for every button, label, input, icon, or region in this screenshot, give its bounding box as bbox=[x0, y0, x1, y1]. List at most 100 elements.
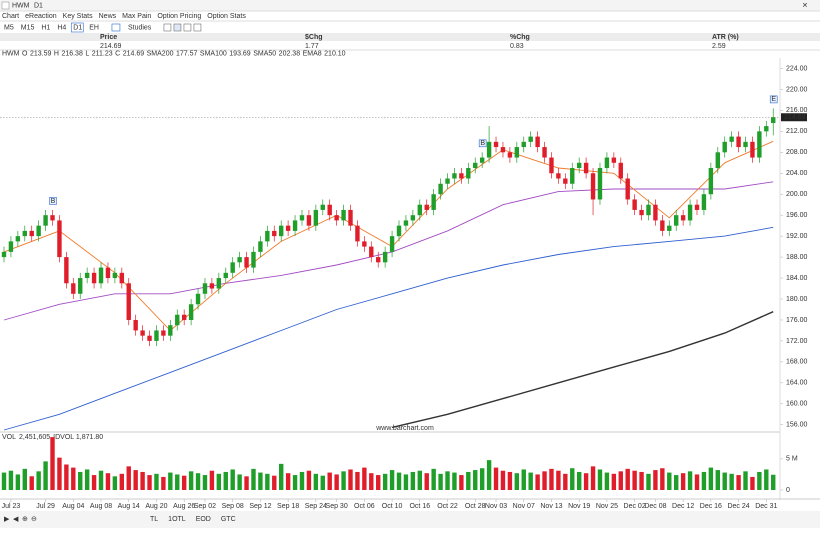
candle-body bbox=[341, 209, 346, 221]
volume-bar bbox=[639, 471, 644, 490]
title-bar bbox=[0, 0, 820, 11]
tool-icon[interactable] bbox=[193, 23, 202, 32]
volume-bar bbox=[493, 467, 499, 490]
tab[interactable]: Chart bbox=[2, 13, 19, 20]
x-tick-label: Dec 31 bbox=[755, 503, 777, 510]
tool-icon[interactable] bbox=[183, 23, 192, 32]
x-tick-label: Dec 24 bbox=[727, 503, 749, 510]
tab[interactable]: News bbox=[99, 13, 117, 20]
close-button[interactable]: ✕ bbox=[802, 2, 808, 9]
volume-bar bbox=[320, 475, 325, 490]
nav-icon[interactable]: ⊕ bbox=[22, 516, 28, 523]
y-tick-label: 164.00 bbox=[786, 380, 808, 387]
tool-icon[interactable] bbox=[111, 23, 121, 32]
volume-bar bbox=[590, 466, 596, 490]
volume-bar bbox=[715, 470, 720, 490]
signal-marker[interactable] bbox=[478, 139, 487, 148]
tab[interactable]: Key Stats bbox=[63, 13, 93, 20]
signal-marker[interactable] bbox=[769, 95, 778, 104]
x-tick-label: Dec 08 bbox=[644, 503, 666, 510]
candle-body bbox=[244, 257, 249, 268]
volume-bar bbox=[431, 468, 436, 490]
tab[interactable]: Option Stats bbox=[207, 13, 246, 20]
nav-icon[interactable]: ▶ bbox=[4, 516, 10, 523]
x-tick-label: Oct 16 bbox=[409, 503, 430, 510]
candle-body bbox=[660, 220, 665, 231]
candle-body bbox=[452, 173, 457, 179]
candle-body bbox=[376, 257, 381, 263]
tool-icon[interactable] bbox=[173, 23, 182, 32]
volume-legend: 2,451,605 bbox=[19, 434, 50, 441]
volume-bar bbox=[438, 473, 443, 490]
nav-icon[interactable]: ⊖ bbox=[31, 516, 37, 523]
candle-body bbox=[576, 162, 582, 169]
candle-body bbox=[22, 230, 27, 237]
interval-button[interactable]: EH bbox=[89, 24, 99, 31]
volume-bar bbox=[175, 474, 180, 490]
volume-bar bbox=[15, 474, 21, 490]
volume-bar bbox=[22, 468, 27, 490]
candle-body bbox=[590, 173, 596, 200]
x-tick-label: Aug 04 bbox=[62, 503, 84, 510]
volume-bar bbox=[126, 466, 131, 490]
candle-body bbox=[667, 225, 672, 231]
candle-body bbox=[410, 215, 416, 221]
candle-body bbox=[403, 220, 409, 226]
symbol-tab[interactable]: HWM bbox=[12, 2, 30, 9]
tab[interactable]: Option Pricing bbox=[157, 13, 201, 20]
volume-bar bbox=[71, 467, 76, 490]
interval-button[interactable]: H1 bbox=[41, 24, 50, 31]
candle-body bbox=[320, 204, 325, 210]
studies-button[interactable]: Studies bbox=[128, 24, 152, 31]
volume-bar bbox=[1, 472, 7, 490]
candle-body bbox=[258, 241, 263, 252]
legend-indicator-value: 177.57 bbox=[176, 50, 198, 57]
candle-body bbox=[382, 251, 388, 263]
watermark: www.barchart.com bbox=[375, 425, 434, 432]
interval-tab[interactable]: D1 bbox=[34, 2, 43, 9]
candle-body bbox=[272, 230, 277, 237]
footer-button[interactable]: GTC bbox=[221, 516, 236, 523]
legend-ohlc-value: 216.38 bbox=[61, 50, 83, 57]
footer-button[interactable]: TL bbox=[150, 516, 158, 523]
quote-header: ATR (%) bbox=[712, 34, 739, 41]
signal-marker[interactable] bbox=[49, 197, 57, 205]
volume-bar bbox=[729, 473, 734, 490]
y-tick-label: 220.00 bbox=[786, 86, 808, 93]
candle-body bbox=[98, 267, 104, 284]
x-tick-label: Nov 19 bbox=[568, 503, 590, 510]
volume-bar bbox=[258, 472, 263, 490]
volume-bar bbox=[424, 473, 429, 490]
candle-body bbox=[549, 157, 554, 174]
tab[interactable]: eReaction bbox=[25, 13, 57, 20]
nav-icon[interactable]: ◀ bbox=[13, 516, 19, 523]
candle-body bbox=[486, 141, 492, 158]
tab[interactable]: Max Pain bbox=[122, 13, 151, 20]
legend-indicator-value: 193.69 bbox=[229, 50, 251, 57]
volume-bar bbox=[382, 473, 388, 490]
interval-button[interactable]: M15 bbox=[21, 24, 35, 31]
footer-button[interactable]: 1OTL bbox=[168, 516, 186, 523]
interval-button[interactable]: M5 bbox=[4, 24, 14, 31]
volume-bar bbox=[556, 470, 561, 490]
volume-bar bbox=[133, 470, 138, 490]
candle-body bbox=[514, 147, 520, 158]
volume-bar bbox=[757, 471, 762, 490]
interval-button[interactable]: H4 bbox=[57, 24, 66, 31]
candle-body bbox=[29, 230, 34, 237]
volume-bar bbox=[632, 470, 637, 490]
tool-icon[interactable] bbox=[163, 23, 172, 32]
legend-ohlc-name: C bbox=[115, 50, 120, 57]
interval-button[interactable]: D1 bbox=[73, 24, 82, 31]
candle-body bbox=[438, 183, 443, 195]
legend-indicator-value: 202.38 bbox=[279, 50, 301, 57]
volume-bar bbox=[674, 475, 679, 490]
legend-indicator: SMA200 bbox=[147, 50, 174, 57]
volume-bar bbox=[57, 457, 62, 490]
y-tick-label: 180.00 bbox=[786, 296, 808, 303]
footer-button[interactable]: EOD bbox=[196, 516, 211, 523]
volume-bar bbox=[486, 460, 492, 490]
candle-body bbox=[147, 335, 152, 341]
volume-bar bbox=[576, 471, 582, 490]
candle-body bbox=[646, 204, 651, 216]
